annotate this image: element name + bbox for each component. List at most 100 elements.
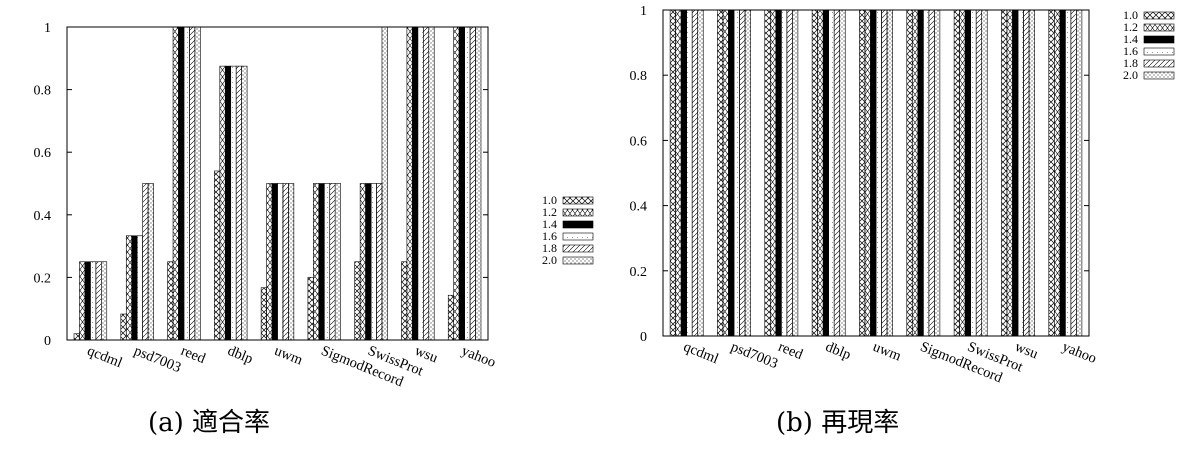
bar-SwissProt-1.4 (964, 9, 971, 337)
bar-yahoo-1.2 (453, 26, 460, 341)
bar-yahoo-1.8 (469, 26, 476, 341)
bar-wsu-2.0 (1028, 9, 1035, 337)
legend-swatch (562, 220, 594, 229)
bar-wsu-1.8 (1023, 9, 1030, 337)
caption-a: (a) 適合率 (148, 408, 271, 438)
bar-yahoo-2.0 (475, 26, 482, 341)
bar-uwm-1.0 (260, 287, 267, 341)
bar-dblp-1.8 (833, 9, 841, 337)
bar-qcdml-1.6 (90, 261, 97, 341)
bar-SigmodRecord-2.0 (334, 183, 341, 341)
legend-label: 1.6 (542, 229, 557, 243)
y-tick-label: 0.2 (34, 271, 52, 286)
legend-label: 1.2 (542, 205, 557, 219)
x-category-label: uwm (272, 343, 306, 369)
bar-SwissProt-1.0 (953, 9, 960, 337)
bar-SigmodRecord-1.0 (906, 9, 913, 337)
bar-uwm-1.8 (881, 9, 888, 337)
legend-swatch (1143, 71, 1175, 80)
bar-uwm-1.6 (277, 183, 284, 341)
bar-psd7003-1.4 (131, 235, 138, 341)
bar-SigmodRecord-2.0 (934, 9, 941, 337)
y-tick-label: 0.4 (630, 200, 648, 215)
bar-wsu-1.0 (1001, 9, 1008, 337)
bar-SigmodRecord-1.4 (318, 183, 325, 341)
bar-qcdml-1.8 (95, 261, 102, 341)
bar-reed-2.0 (194, 26, 201, 341)
bar-SigmodRecord-1.6 (323, 183, 331, 341)
bar-SwissProt-2.0 (381, 26, 388, 341)
bar-dblp-1.8 (235, 65, 242, 341)
y-tick-label: 0.4 (34, 209, 52, 224)
bar-wsu-1.6 (1017, 9, 1024, 337)
legend-swatch (1143, 23, 1175, 32)
bar-reed-1.6 (183, 26, 190, 341)
bar-SwissProt-1.2 (959, 9, 966, 337)
legend-label: 2.0 (542, 253, 557, 267)
bar-psd7003-1.0 (120, 313, 127, 341)
bar-psd7003-1.0 (717, 9, 724, 337)
bar-yahoo-1.8 (1070, 9, 1077, 337)
legend-swatch (562, 244, 594, 253)
bar-SigmodRecord-1.8 (928, 9, 935, 337)
bar-dblp-1.6 (828, 9, 835, 337)
bar-dblp-1.4 (822, 9, 829, 337)
bar-qcdml-2.0 (697, 9, 704, 337)
bar-SwissProt-1.8 (376, 183, 383, 341)
bar-yahoo-2.0 (1076, 9, 1083, 337)
bar-psd7003-1.8 (739, 9, 746, 337)
bar-SwissProt-1.2 (359, 183, 366, 341)
y-tick-label: 0.6 (34, 146, 52, 161)
bar-reed-1.0 (764, 9, 771, 337)
bar-wsu-1.4 (1012, 9, 1019, 337)
x-category-label: qcdml (85, 343, 125, 371)
bar-reed-1.2 (172, 26, 179, 341)
bar-reed-1.4 (775, 9, 782, 337)
bar-uwm-1.4 (271, 183, 278, 341)
x-category-label: yahoo (1060, 339, 1099, 367)
bar-dblp-2.0 (241, 65, 248, 341)
y-tick-label: 1 (640, 4, 647, 19)
bar-qcdml-2.0 (101, 261, 108, 341)
legend-label: 2.0 (1123, 68, 1138, 82)
x-category-label: psd7003 (729, 339, 781, 372)
bar-psd7003-1.8 (142, 183, 149, 341)
y-tick-label: 1 (44, 21, 51, 36)
legend-label: 1.0 (1123, 8, 1138, 22)
bar-psd7003-2.0 (744, 9, 751, 337)
x-category-label: qcdml (681, 339, 721, 367)
bar-dblp-1.2 (219, 65, 226, 341)
bar-psd7003-1.2 (722, 9, 729, 337)
y-tick-label: 0.6 (630, 134, 648, 149)
bar-yahoo-1.4 (458, 26, 465, 341)
bar-qcdml-1.8 (691, 9, 699, 337)
legend-label: 1.4 (1123, 32, 1138, 46)
bar-SwissProt-1.6 (970, 9, 977, 337)
legend-swatch (562, 232, 594, 241)
bar-yahoo-1.6 (464, 26, 471, 341)
bar-wsu-2.0 (428, 26, 435, 341)
legend-label: 1.4 (542, 217, 557, 231)
bar-wsu-1.6 (417, 26, 424, 341)
legend-label: 1.0 (542, 193, 557, 207)
bar-dblp-1.4 (224, 65, 232, 341)
bar-SwissProt-1.4 (365, 183, 372, 341)
x-category-label: psd7003 (132, 343, 184, 376)
bar-qcdml-1.4 (680, 9, 687, 337)
legend-label: 1.8 (1123, 56, 1138, 70)
x-category-label: dblp (823, 339, 853, 363)
legend-swatch (1143, 35, 1175, 44)
bar-qcdml-1.4 (84, 261, 91, 341)
bar-wsu-1.0 (401, 261, 408, 341)
caption-b: (b) 再現率 (776, 408, 900, 438)
bar-SwissProt-2.0 (981, 9, 988, 337)
bar-reed-1.8 (786, 9, 793, 337)
bar-reed-1.6 (781, 9, 788, 337)
legend-label: 1.2 (1123, 20, 1138, 34)
bar-dblp-1.6 (230, 65, 237, 341)
bar-qcdml-1.2 (79, 261, 86, 341)
bar-uwm-1.4 (870, 9, 877, 337)
legend-swatch (1143, 59, 1175, 68)
